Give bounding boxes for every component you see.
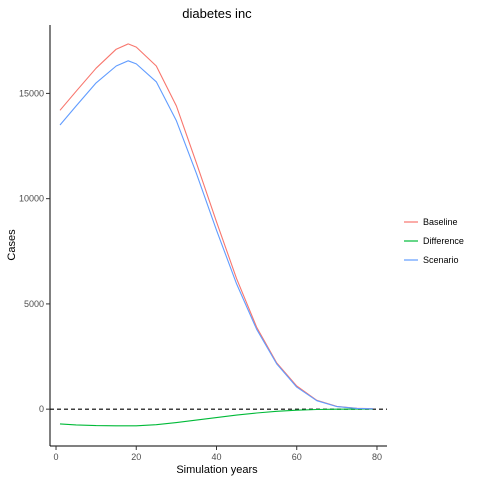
- x-axis-ticks: 0 20 40 60 80: [54, 446, 382, 462]
- y-axis-ticks: 0 5000 10000 15000: [19, 88, 50, 414]
- legend-item-baseline: Baseline: [404, 217, 458, 227]
- series-line-difference: [59, 408, 373, 427]
- legend-item-scenario: Scenario: [404, 255, 459, 265]
- x-tick-label: 80: [372, 452, 382, 462]
- data-layer: [50, 43, 387, 427]
- y-axis-title: Cases: [6, 229, 18, 261]
- x-tick-label: 20: [131, 452, 141, 462]
- x-axis-title: Simulation years: [176, 464, 258, 476]
- x-tick-label: 40: [211, 452, 221, 462]
- legend: Baseline Difference Scenario: [404, 217, 464, 265]
- legend-label: Difference: [423, 236, 464, 246]
- legend-item-difference: Difference: [404, 236, 464, 246]
- legend-label: Baseline: [423, 217, 458, 227]
- y-tick-label: 15000: [19, 88, 44, 98]
- y-tick-label: 0: [39, 404, 44, 414]
- y-tick-label: 5000: [24, 299, 44, 309]
- series-line-scenario: [59, 60, 374, 410]
- legend-label: Scenario: [423, 255, 459, 265]
- x-tick-label: 60: [292, 452, 302, 462]
- series-line-baseline: [59, 43, 374, 410]
- y-tick-label: 10000: [19, 194, 44, 204]
- chart-title: diabetes inc: [182, 6, 252, 21]
- x-tick-label: 0: [54, 452, 59, 462]
